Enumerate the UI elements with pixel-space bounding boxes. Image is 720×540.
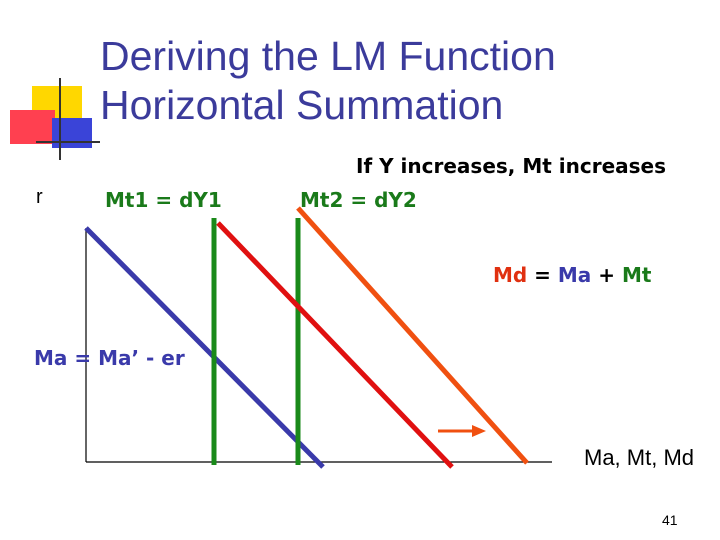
mt2-label: Mt2 = dY2 xyxy=(300,188,417,212)
shift-arrow-head xyxy=(472,425,486,437)
decorative-logo xyxy=(10,78,100,160)
ma-term: Ma xyxy=(557,263,592,287)
page-number: 41 xyxy=(662,512,678,528)
title-line-1: Deriving the LM Function xyxy=(100,33,556,79)
md-plus: + xyxy=(591,263,622,287)
md-equals: = xyxy=(527,263,558,287)
md-equation: Md = Ma + Mt xyxy=(493,263,651,287)
logo-red-square xyxy=(10,110,55,144)
shift-arrow xyxy=(438,425,486,437)
mt-term: Mt xyxy=(622,263,652,287)
slide-title: Deriving the LM Function Horizontal Summ… xyxy=(100,32,556,130)
ma-demand-line xyxy=(84,226,325,469)
title-line-2: Horizontal Summation xyxy=(100,82,504,128)
y-axis-label: r xyxy=(36,186,43,208)
x-axis-label: Ma, Mt, Md xyxy=(584,445,695,470)
mt-increase-note: If Y increases, Mt increases xyxy=(356,154,667,178)
ma-equation: Ma = Ma’ - er xyxy=(34,346,185,370)
md-term: Md xyxy=(493,263,528,287)
mt1-label: Mt1 = dY1 xyxy=(105,188,222,212)
md1-demand-line xyxy=(216,221,454,469)
md2-demand-line xyxy=(296,206,529,465)
